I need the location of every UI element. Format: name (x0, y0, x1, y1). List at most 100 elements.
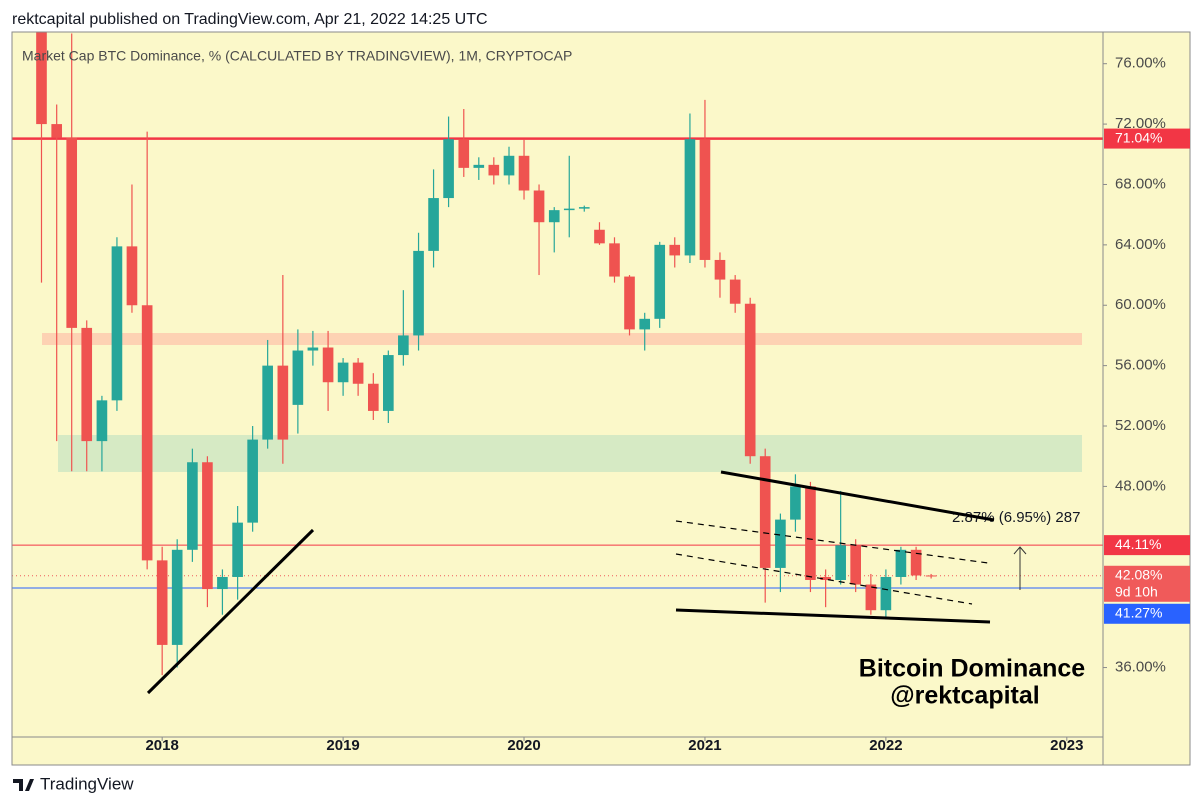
drawings (146, 470, 1027, 695)
chart-background (12, 32, 1190, 765)
candle-body (805, 486, 816, 580)
candle-body (398, 335, 409, 356)
price-label: 44.11% (1115, 536, 1161, 552)
candle-body (262, 365, 273, 440)
candle-body (111, 246, 123, 401)
candle-body (171, 549, 183, 645)
candle-body (292, 350, 304, 405)
candle-body (714, 259, 726, 280)
chart-frame (11, 31, 1191, 766)
wedge-bottom-line (675, 608, 991, 624)
candle-body (518, 155, 530, 191)
price-label-box (1104, 565, 1190, 602)
candle-body (639, 318, 651, 330)
candle-body (458, 139, 470, 168)
footer-logo: TradingView (13, 774, 134, 793)
logo-mark (13, 779, 34, 791)
candle-body (744, 303, 756, 457)
candle-body (790, 486, 801, 520)
candle-body (413, 250, 424, 336)
candle-body (925, 575, 937, 577)
candle-body (533, 190, 545, 223)
candle-body (910, 549, 922, 576)
candle-body (548, 210, 560, 223)
y-tick-label: 72.00% (1115, 115, 1166, 132)
candle-body (307, 347, 319, 351)
support-zone (58, 435, 1082, 472)
x-tick-label: 2020 (507, 737, 540, 754)
y-tick-label: 48.00% (1115, 477, 1166, 494)
candle-body (337, 362, 349, 383)
candle-body (488, 164, 500, 176)
candle-body (699, 139, 711, 260)
candle-body (624, 276, 635, 330)
channel-line (675, 520, 989, 564)
y-tick-label: 56.00% (1115, 357, 1166, 374)
candle-body (126, 246, 138, 306)
candle-body (322, 347, 334, 383)
candle-body (594, 229, 605, 244)
candle-body (187, 462, 198, 550)
publish-header: rektcapital published on TradingView.com… (12, 11, 488, 28)
candle-body (729, 279, 741, 304)
candle-body (563, 208, 575, 211)
price-label: 41.27% (1115, 604, 1162, 620)
candle-body (66, 137, 78, 328)
candle-body (503, 155, 515, 176)
price-label-box (1104, 128, 1190, 149)
candle-body (820, 576, 831, 580)
candle-body (895, 549, 907, 577)
resistance-zone (42, 333, 1082, 345)
candle-body (352, 362, 364, 384)
candle-body (578, 207, 590, 209)
candle-body (36, 32, 47, 125)
wedge-top-line (720, 470, 995, 522)
candle-body (473, 164, 485, 168)
candle-body (217, 576, 228, 590)
x-tick-label: 2019 (326, 737, 359, 754)
candle-body (850, 545, 861, 585)
y-tick-label: 36.00% (1115, 659, 1166, 676)
candle-body (609, 243, 620, 277)
x-tick-label: 2021 (688, 737, 721, 754)
x-tick-label: 2018 (145, 737, 178, 754)
measure-label: 2.87% (6.95%) 287 (952, 509, 1080, 526)
candle-body (383, 355, 394, 411)
candle-body (96, 400, 108, 442)
annotation-title: Bitcoin Dominance (859, 655, 1086, 683)
trend-line (146, 528, 315, 695)
candle-body (443, 139, 454, 199)
annotation-handle: @rektcapital (890, 682, 1039, 710)
price-label-box (1104, 535, 1190, 556)
candle-body (81, 327, 93, 442)
price-label: 71.04% (1115, 129, 1162, 145)
candle-body (367, 383, 379, 411)
price-label: 42.08% (1115, 566, 1162, 582)
candle-body (51, 124, 63, 138)
candle-body (428, 198, 439, 251)
y-tick-label: 52.00% (1115, 417, 1166, 434)
candle-body (654, 244, 666, 319)
candle-body (684, 139, 696, 256)
y-tick-label: 76.00% (1115, 55, 1166, 72)
y-tick-label: 68.00% (1115, 175, 1166, 192)
candle-body (156, 560, 168, 645)
candle-body (865, 584, 877, 611)
candle-body (247, 439, 258, 523)
candle-body (835, 545, 846, 580)
candle-body (669, 244, 681, 256)
measure-arrow-head (1013, 546, 1027, 555)
candle-body (880, 576, 892, 611)
footer-brand: TradingView (40, 774, 134, 793)
candle-body (202, 462, 213, 590)
price-label-box (1104, 603, 1190, 624)
x-tick-label: 2022 (869, 737, 902, 754)
candle-body (141, 305, 153, 561)
candle-body (277, 365, 289, 440)
candle-body (775, 519, 786, 568)
plot-area (12, 32, 1103, 676)
bar-countdown: 9d 10h (1115, 583, 1158, 599)
x-tick-label: 2023 (1050, 737, 1083, 754)
y-tick-label: 60.00% (1115, 296, 1166, 313)
